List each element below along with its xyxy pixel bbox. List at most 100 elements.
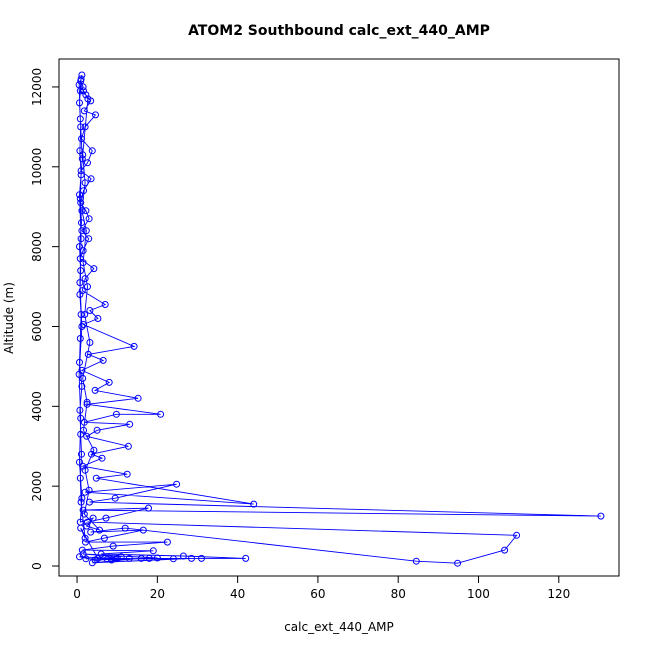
data-point xyxy=(78,494,86,502)
data-point xyxy=(124,442,132,450)
data-point xyxy=(97,550,105,558)
data-point xyxy=(78,207,86,215)
data-point xyxy=(79,550,87,558)
data-point xyxy=(84,159,91,167)
data-point xyxy=(173,480,181,488)
data-point xyxy=(188,554,195,562)
data-point xyxy=(78,219,85,227)
data-point xyxy=(86,498,93,506)
y-tick-label: 2000 xyxy=(30,471,44,502)
data-point xyxy=(123,470,131,478)
data-point xyxy=(76,191,83,199)
data-point xyxy=(88,559,96,567)
data-point xyxy=(76,518,84,526)
data-point xyxy=(137,554,145,562)
data-point xyxy=(82,207,90,215)
data-point xyxy=(84,95,92,103)
data-point xyxy=(85,486,93,494)
data-point xyxy=(77,75,85,83)
data-point xyxy=(145,504,152,512)
y-tick-label: 6000 xyxy=(30,311,44,342)
data-point xyxy=(80,107,88,115)
data-point xyxy=(250,500,258,508)
data-point xyxy=(109,542,117,550)
data-point xyxy=(80,321,87,328)
data-point xyxy=(76,335,84,342)
data-point xyxy=(81,179,89,187)
data-point xyxy=(87,528,95,536)
data-point xyxy=(108,556,116,564)
x-tick-label: 40 xyxy=(230,587,245,601)
data-point xyxy=(454,559,462,567)
data-point xyxy=(86,339,94,346)
data-point xyxy=(76,458,83,466)
data-point xyxy=(139,526,147,534)
x-tick-label: 0 xyxy=(73,587,81,601)
data-point xyxy=(83,398,91,406)
data-point xyxy=(86,307,94,314)
data-point xyxy=(80,187,87,195)
data-point xyxy=(111,494,119,502)
data-point xyxy=(92,474,100,482)
data-point xyxy=(134,394,142,402)
y-tick-label: 8000 xyxy=(30,231,44,262)
data-point xyxy=(81,123,89,131)
data-point xyxy=(91,386,99,394)
data-point xyxy=(85,215,93,223)
data-point xyxy=(242,554,250,562)
data-point xyxy=(157,410,165,418)
data-point xyxy=(145,554,153,562)
data-point xyxy=(77,199,85,207)
data-point xyxy=(77,167,85,175)
data-point xyxy=(77,267,85,275)
data-point xyxy=(89,514,97,522)
data-point xyxy=(163,538,171,546)
data-point xyxy=(90,265,98,273)
data-point xyxy=(77,311,85,318)
data-point xyxy=(80,510,88,518)
data-point xyxy=(99,356,107,364)
x-axis: 0 20 40 60 80 100 120 xyxy=(73,575,570,601)
data-point xyxy=(79,259,87,267)
data-point xyxy=(92,111,99,119)
data-point xyxy=(78,155,86,163)
data-point xyxy=(81,466,89,474)
data-point xyxy=(117,553,125,561)
data-point xyxy=(79,506,87,514)
data-point xyxy=(81,275,89,283)
series-line xyxy=(78,74,601,564)
data-point xyxy=(83,432,91,440)
data-point xyxy=(82,538,89,546)
data-point xyxy=(77,171,85,179)
data-point xyxy=(130,342,138,350)
data-point xyxy=(84,283,91,291)
x-tick-label: 60 xyxy=(310,587,325,601)
data-point xyxy=(94,554,102,562)
data-point xyxy=(76,115,84,123)
data-point xyxy=(81,311,89,318)
data-point xyxy=(80,87,87,95)
data-point xyxy=(76,291,84,298)
data-point xyxy=(501,546,509,554)
series-layer xyxy=(75,71,605,567)
y-tick-label: 10000 xyxy=(30,148,44,186)
y-axis: 0 2000 4000 6000 8000 10000 12000 xyxy=(30,68,60,570)
data-point xyxy=(77,123,85,131)
data-point xyxy=(103,555,111,563)
data-point xyxy=(79,247,87,255)
x-axis-label: calc_ext_440_AMP xyxy=(284,620,394,634)
data-point xyxy=(102,514,110,522)
data-point xyxy=(90,446,98,454)
x-tick-label: 20 xyxy=(150,587,165,601)
data-point xyxy=(75,81,83,89)
data-point xyxy=(87,175,95,183)
data-point xyxy=(153,554,161,562)
x-tick-label: 80 xyxy=(391,587,406,601)
data-point xyxy=(78,450,85,458)
data-point xyxy=(198,554,205,562)
data-point xyxy=(78,323,86,330)
data-point xyxy=(75,370,83,378)
data-point xyxy=(88,147,96,155)
data-point xyxy=(79,374,87,382)
data-point xyxy=(96,526,103,534)
